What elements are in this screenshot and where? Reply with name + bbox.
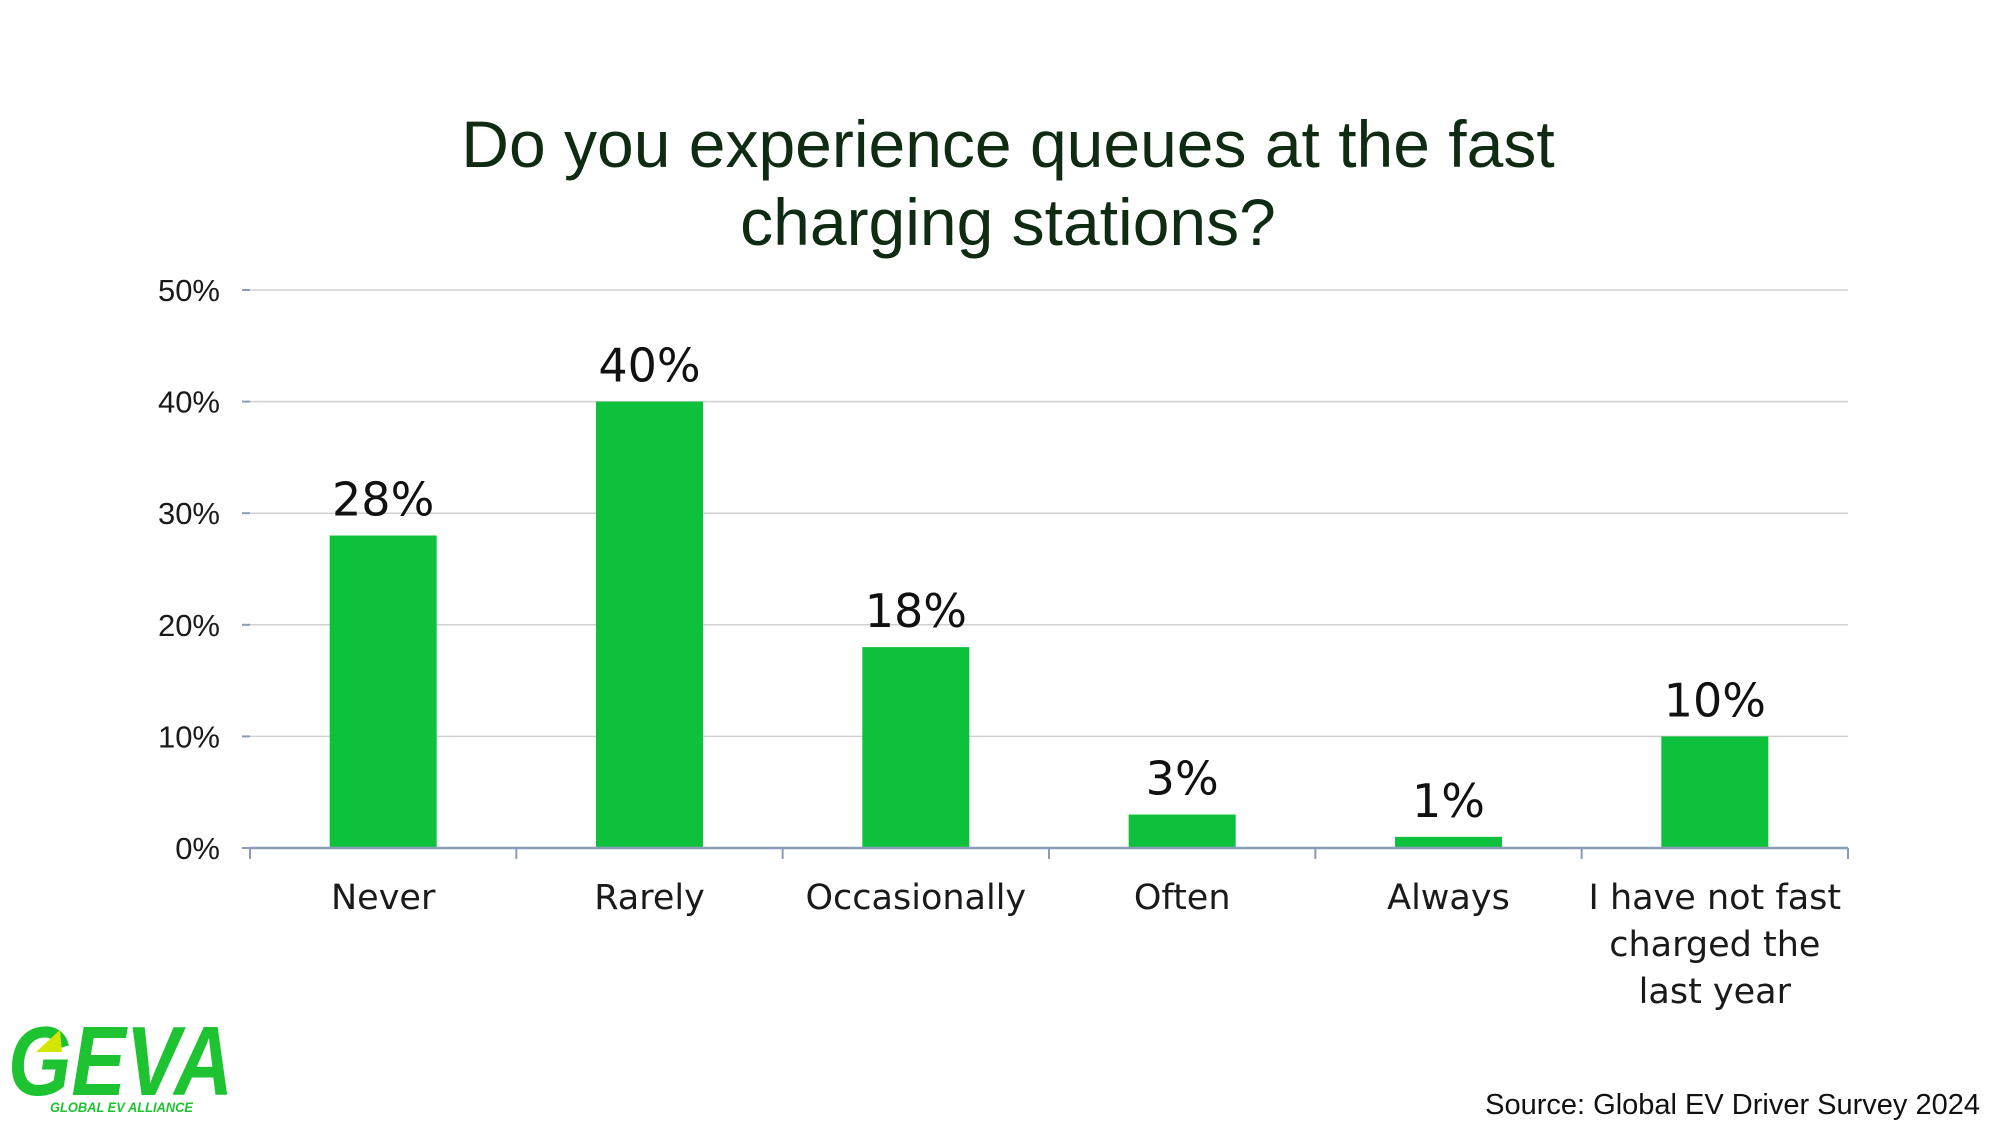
y-axis-tick-labels: 0% 10% 20% 30% 40% 50% bbox=[158, 273, 220, 866]
data-labels: 28% 40% 18% 3% 1% 10% bbox=[332, 339, 1766, 828]
bar bbox=[1661, 736, 1769, 848]
logo-accent-icon bbox=[36, 1030, 62, 1052]
data-label: 28% bbox=[332, 473, 434, 527]
x-tick-label: I have not fast bbox=[1589, 878, 1842, 918]
x-axis-tick-labels: Never Rarely Occasionally Often Always I have… bbox=[331, 878, 1841, 1012]
bar bbox=[862, 647, 970, 848]
x-tick-label: Never bbox=[331, 878, 436, 918]
y-tick-label: 50% bbox=[158, 273, 220, 308]
chart-title: Do you experience queues at the fastchar… bbox=[461, 107, 1554, 259]
data-label: 18% bbox=[865, 584, 967, 638]
x-axis bbox=[249, 846, 1849, 859]
source-note: Source: Global EV Driver Survey 2024 bbox=[1485, 1089, 1980, 1121]
y-tick-label: 0% bbox=[175, 831, 220, 866]
x-tick-label: Occasionally bbox=[806, 878, 1027, 918]
geva-logo: GEVA GLOBAL EV ALLIANCE bbox=[8, 1006, 233, 1116]
y-tick-label: 40% bbox=[158, 385, 220, 420]
x-tick-label: last year bbox=[1639, 972, 1792, 1012]
chart-title-line: charging stations? bbox=[740, 185, 1276, 259]
logo-text: GEVA bbox=[8, 1006, 233, 1116]
x-tick-label: Always bbox=[1387, 878, 1510, 918]
bar bbox=[1128, 814, 1236, 848]
data-label: 3% bbox=[1146, 752, 1219, 806]
bar bbox=[1395, 836, 1502, 848]
logo-subtitle: GLOBAL EV ALLIANCE bbox=[50, 1099, 194, 1115]
bars bbox=[329, 401, 1769, 848]
data-label: 10% bbox=[1664, 673, 1766, 727]
gridlines bbox=[242, 289, 1848, 849]
y-tick-label: 20% bbox=[158, 608, 220, 643]
y-tick-label: 10% bbox=[158, 719, 220, 754]
x-tick-label: charged the bbox=[1609, 925, 1820, 965]
data-label: 1% bbox=[1412, 774, 1485, 828]
bar bbox=[596, 401, 703, 848]
data-label: 40% bbox=[598, 339, 700, 393]
chart-title-line: Do you experience queues at the fast bbox=[461, 107, 1554, 181]
bar bbox=[329, 535, 437, 848]
y-tick-label: 30% bbox=[158, 496, 220, 531]
x-tick-label: Often bbox=[1134, 878, 1231, 918]
x-tick-label: Rarely bbox=[594, 878, 705, 918]
